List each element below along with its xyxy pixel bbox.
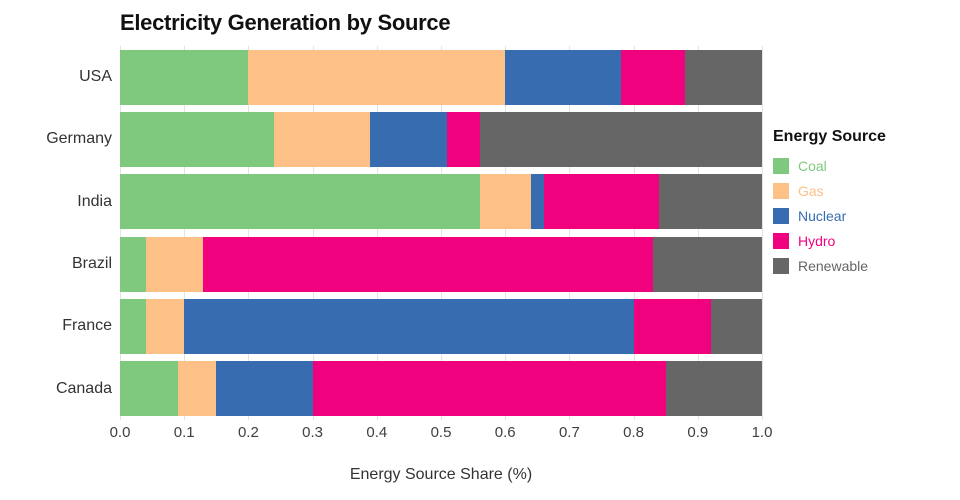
- bar-segment-usa-hydro: [620, 49, 685, 105]
- bar-segment-france-coal: [120, 298, 146, 354]
- x-tick-0.2: 0.2: [237, 424, 259, 441]
- category-label-germany: Germany: [46, 130, 112, 148]
- legend-entries: Coal Gas Nuclear Hydro Renewable: [773, 158, 953, 274]
- bar-segment-germany-nuclear: [370, 111, 448, 167]
- bar-segment-canada-hydro: [312, 361, 666, 417]
- bar-row-india: [120, 174, 762, 230]
- bar-segment-india-gas: [479, 174, 531, 230]
- bar-segment-india-coal: [120, 174, 480, 230]
- y-axis-category-labels: USA Germany India Brazil France Canada: [0, 46, 112, 420]
- bar-band-usa: [120, 46, 762, 108]
- x-tick-0.7: 0.7: [558, 424, 580, 441]
- legend-swatch-nuclear: [773, 208, 789, 224]
- legend-label-gas: Gas: [798, 183, 824, 199]
- plot-area: [120, 46, 763, 420]
- gridline-0.3: [312, 46, 314, 420]
- bar-segment-canada-coal: [120, 361, 178, 417]
- gridline-0.1: [184, 46, 186, 420]
- category-label-canada: Canada: [55, 379, 112, 397]
- bar-row-germany: [120, 111, 762, 167]
- x-tick-0.8: 0.8: [623, 424, 645, 441]
- category-label-india: India: [77, 192, 112, 210]
- bar-band-germany: [120, 108, 762, 170]
- bars-area: [120, 46, 762, 420]
- legend-swatch-gas: [773, 183, 789, 199]
- bar-band-france: [120, 295, 762, 357]
- gridline-0.0: [120, 46, 121, 420]
- legend: Energy Source Coal Gas Nuclear Hydro Renewab…: [773, 128, 953, 283]
- legend-swatch-hydro: [773, 233, 789, 249]
- gridline-0.8: [633, 46, 635, 420]
- bar-segment-france-gas: [145, 298, 185, 354]
- legend-label-hydro: Hydro: [798, 233, 836, 249]
- legend-label-nuclear: Nuclear: [798, 208, 847, 224]
- gridline-0.6: [505, 46, 507, 420]
- legend-swatch-renewable: [773, 258, 789, 274]
- x-tick-0.9: 0.9: [687, 424, 709, 441]
- bar-segment-germany-hydro: [447, 111, 480, 167]
- bar-segment-brazil-gas: [145, 236, 204, 292]
- bar-segment-canada-nuclear: [216, 361, 313, 417]
- bar-row-brazil: [120, 236, 762, 292]
- bar-segment-germany-coal: [120, 111, 275, 167]
- bar-segment-brazil-coal: [120, 236, 146, 292]
- x-axis-label: Energy Source Share (%): [349, 466, 533, 483]
- bar-row-usa: [120, 49, 762, 105]
- legend-entry-gas: Gas: [773, 183, 953, 199]
- bar-segment-usa-renewable: [684, 49, 762, 105]
- bar-row-france: [120, 298, 762, 354]
- gridline-0.5: [441, 46, 442, 420]
- category-label-brazil: Brazil: [71, 255, 112, 273]
- bar-segment-germany-gas: [274, 111, 371, 167]
- bar-segment-usa-coal: [120, 49, 249, 105]
- bar-segment-france-hydro: [633, 298, 711, 354]
- legend-entry-renewable: Renewable: [773, 258, 953, 274]
- x-tick-0.6: 0.6: [494, 424, 516, 441]
- bar-segment-usa-nuclear: [505, 49, 621, 105]
- x-tick-0.4: 0.4: [366, 424, 388, 441]
- legend-title: Energy Source: [773, 128, 886, 145]
- x-tick-0.3: 0.3: [302, 424, 324, 441]
- category-label-usa: USA: [79, 68, 112, 86]
- gridline-0.2: [248, 46, 250, 420]
- legend-label-coal: Coal: [798, 158, 827, 174]
- gridline-0.7: [569, 46, 571, 420]
- chart-title: Electricity Generation by Source: [120, 10, 451, 35]
- bar-segment-canada-gas: [177, 361, 217, 417]
- x-tick-1.0: 1.0: [751, 424, 773, 441]
- bar-segment-france-nuclear: [184, 298, 634, 354]
- x-tick-0.1: 0.1: [173, 424, 195, 441]
- x-axis-ticks: 0.0 0.1 0.2 0.3 0.4 0.5 0.6 0.7 0.8 0.9 1.0: [110, 424, 773, 444]
- bar-band-india: [120, 171, 762, 233]
- legend-entry-nuclear: Nuclear: [773, 208, 953, 224]
- legend-label-renewable: Renewable: [798, 258, 869, 274]
- bar-segment-brazil-hydro: [203, 236, 653, 292]
- bar-band-brazil: [120, 233, 762, 295]
- bar-segment-germany-renewable: [479, 111, 762, 167]
- bar-segment-usa-gas: [248, 49, 506, 105]
- bar-segment-brazil-renewable: [652, 236, 762, 292]
- gridline-1.0: [762, 46, 763, 420]
- gridline-0.9: [697, 46, 699, 420]
- x-tick-0.5: 0.5: [430, 424, 452, 441]
- category-label-france: France: [62, 317, 112, 335]
- bar-segment-france-renewable: [710, 298, 762, 354]
- x-tick-0.0: 0.0: [109, 424, 131, 441]
- legend-entry-coal: Coal: [773, 158, 953, 174]
- bar-segment-india-renewable: [659, 174, 762, 230]
- bar-row-canada: [120, 361, 762, 417]
- gridline-0.4: [376, 46, 378, 420]
- legend-entry-hydro: Hydro: [773, 233, 953, 249]
- bar-segment-india-hydro: [543, 174, 660, 230]
- bar-band-canada: [120, 358, 762, 420]
- bar-segment-india-nuclear: [530, 174, 544, 230]
- bar-segment-canada-renewable: [665, 361, 762, 417]
- legend-swatch-coal: [773, 158, 789, 174]
